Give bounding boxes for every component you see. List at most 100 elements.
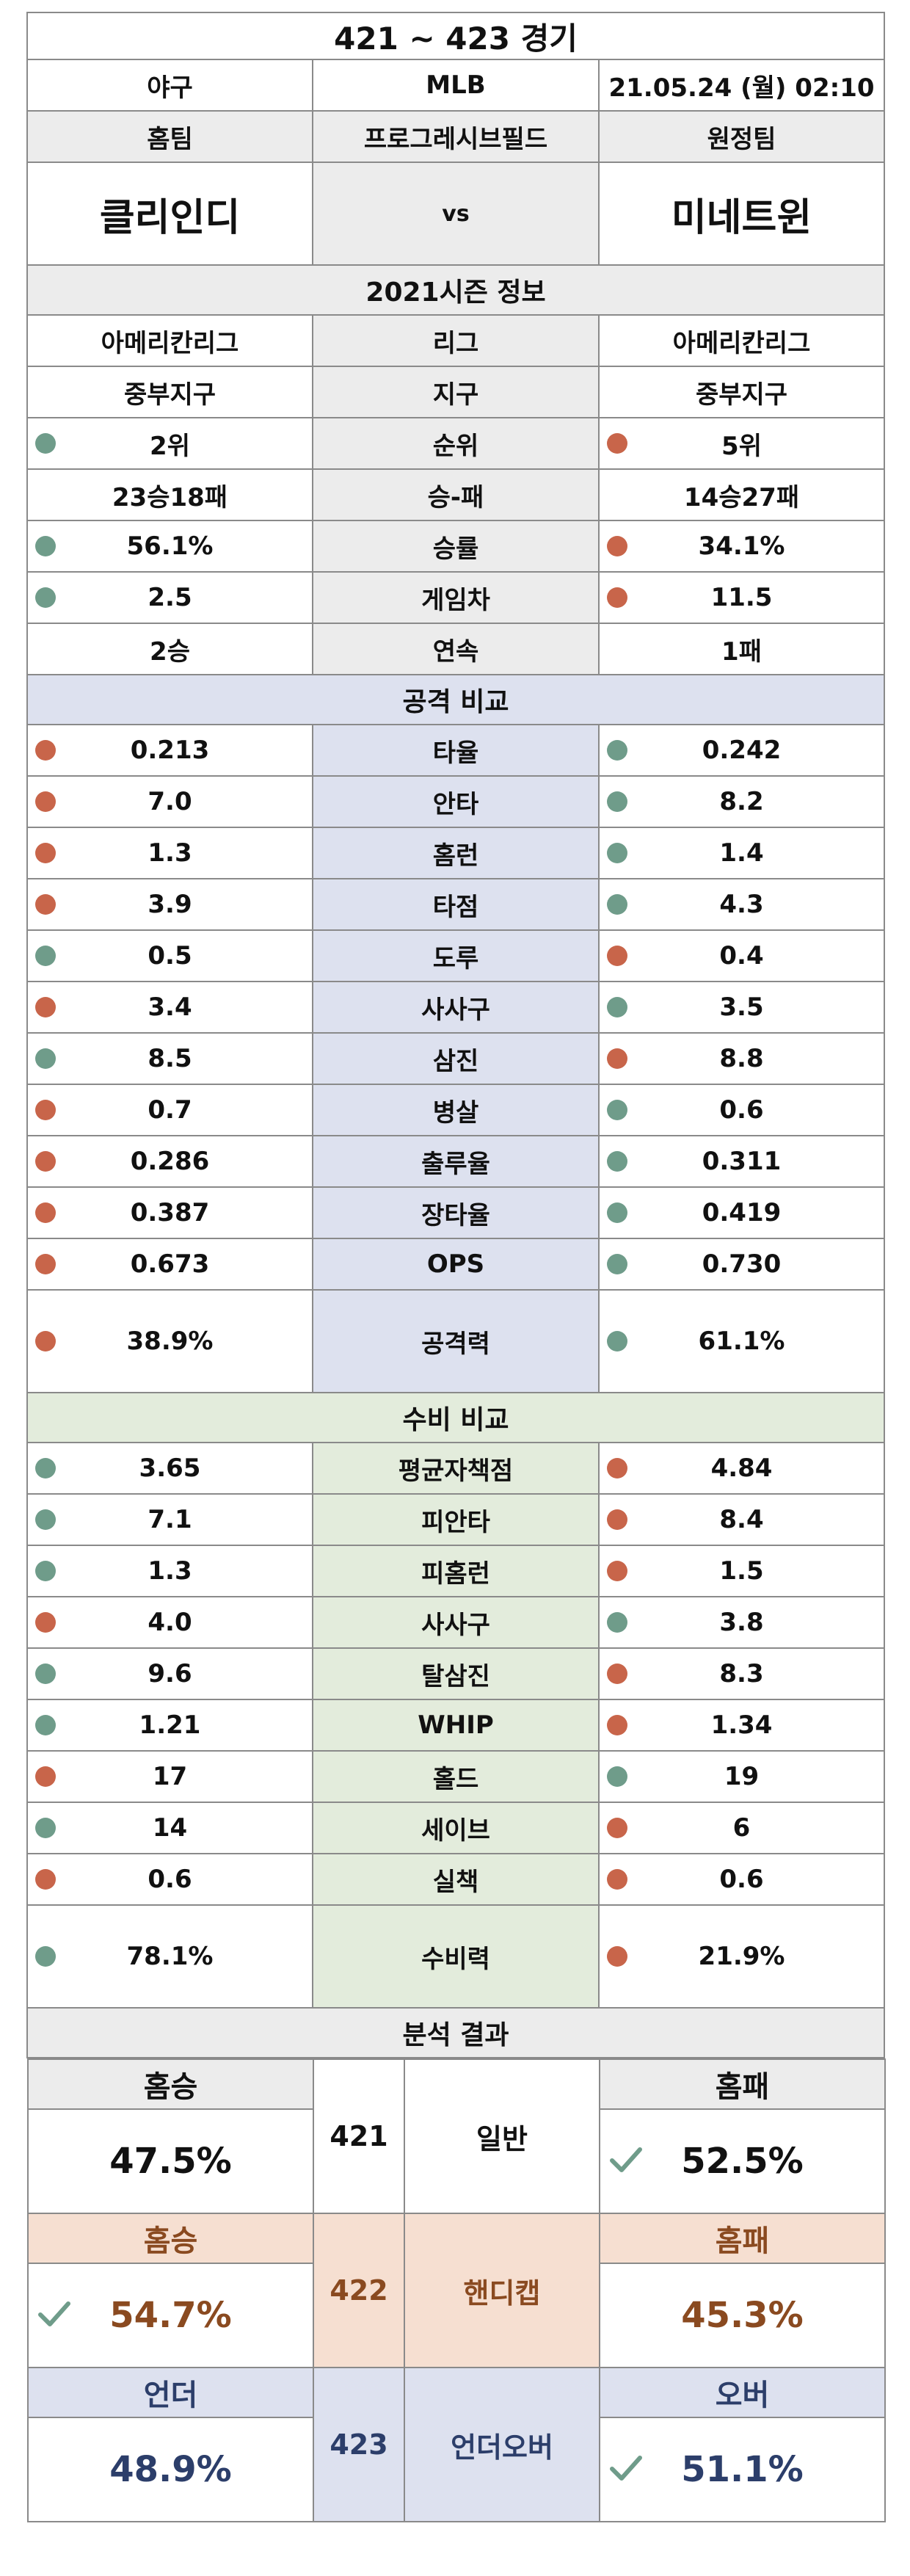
attack-section-title: 공격 비교 xyxy=(26,674,886,725)
away-stat-value: 34.1% xyxy=(698,531,785,561)
home-stat: 2위 xyxy=(26,417,313,470)
red-dot-icon xyxy=(35,997,56,1017)
red-dot-icon xyxy=(607,1663,627,1684)
away-stat: 4.3 xyxy=(597,878,886,931)
stat-label-text: 장타율 xyxy=(421,1200,490,1230)
home-stat: 3.4 xyxy=(26,981,313,1034)
home-stat-value: 23승18패 xyxy=(112,482,228,512)
home-stat-value: 0.387 xyxy=(130,1198,210,1227)
away-stat-value: 0.419 xyxy=(702,1198,782,1227)
stat-label: 게임차 xyxy=(312,571,600,624)
home-stat-value: 3.9 xyxy=(148,890,192,919)
left-value-text: 48.9% xyxy=(109,2449,232,2490)
green-dot-icon xyxy=(607,1202,627,1223)
away-stat-value: 0.242 xyxy=(702,736,782,765)
stat-label: WHIP xyxy=(312,1699,600,1752)
away-stat: 3.5 xyxy=(597,981,886,1034)
stat-label-text: 리그 xyxy=(432,328,479,358)
home-stat-value: 2.5 xyxy=(148,583,192,612)
stat-label: 승률 xyxy=(312,520,600,573)
stat-row: 0.6 실책 0.6 xyxy=(26,1853,886,1906)
stat-row: 8.5 삼진 8.8 xyxy=(26,1032,886,1085)
home-stat: 7.1 xyxy=(26,1493,313,1546)
away-stat-value: 0.6 xyxy=(719,1095,764,1125)
away-stat: 5위 xyxy=(597,417,886,470)
stat-row: 14 세이브 6 xyxy=(26,1802,886,1854)
red-dot-icon xyxy=(35,1869,56,1890)
stat-label: 탈삼진 xyxy=(312,1647,600,1700)
away-label: 원정팀 xyxy=(597,110,886,163)
vs-label: vs xyxy=(312,162,600,266)
home-stat-value: 7.1 xyxy=(148,1505,192,1534)
right-value-text: 52.5% xyxy=(681,2141,804,2182)
home-stat: 38.9% xyxy=(26,1289,313,1393)
analysis-block: 홈승 421 일반 홈패 47.5% 52.5% 홈승 422 핸디캡 홈패 54.7% 45.3% 언… xyxy=(27,2058,886,2522)
stat-row: 4.0 사사구 3.8 xyxy=(26,1596,886,1649)
home-stat: 0.213 xyxy=(26,724,313,777)
home-stat: 23승18패 xyxy=(26,468,313,521)
red-dot-icon xyxy=(607,1509,627,1530)
game-id: 421 xyxy=(313,2058,405,2214)
stat-row: 2위 순위 5위 xyxy=(26,417,886,470)
away-stat: 1.4 xyxy=(597,827,886,879)
checkmark-icon xyxy=(610,2147,642,2172)
away-stat: 0.6 xyxy=(597,1084,886,1136)
away-stat-value: 3.8 xyxy=(719,1608,764,1637)
green-dot-icon xyxy=(607,843,627,863)
away-stat: 8.2 xyxy=(597,775,886,828)
stat-row: 중부지구 지구 중부지구 xyxy=(26,366,886,418)
stat-label: 연속 xyxy=(312,623,600,675)
stat-row: 1.3 홈런 1.4 xyxy=(26,827,886,879)
stat-label: 피홈런 xyxy=(312,1545,600,1597)
left-value-text: 47.5% xyxy=(109,2141,232,2182)
stat-label-text: 사사구 xyxy=(421,1610,490,1640)
away-stat: 0.6 xyxy=(597,1853,886,1906)
red-dot-icon xyxy=(35,1766,56,1787)
stat-row: 7.0 안타 8.2 xyxy=(26,775,886,828)
left-label: 홈승 xyxy=(27,2213,314,2264)
stat-label-text: 실책 xyxy=(432,1867,479,1897)
home-stat-value: 9.6 xyxy=(148,1659,192,1688)
match-table: 421 ~ 423 경기 야구 MLB 21.05.24 (월) 02:10 홈… xyxy=(26,12,886,2522)
stat-label: 타점 xyxy=(312,878,600,931)
stat-label-text: 승률 xyxy=(432,534,479,564)
stat-label: 리그 xyxy=(312,314,600,367)
stadium-cell: 프로그레시브필드 xyxy=(312,110,600,163)
checkmark-icon xyxy=(610,2456,642,2481)
stat-label-text: 사사구 xyxy=(421,995,490,1025)
away-stat: 14승27패 xyxy=(597,468,886,521)
away-stat: 8.8 xyxy=(597,1032,886,1085)
home-stat: 0.387 xyxy=(26,1186,313,1239)
green-dot-icon xyxy=(35,433,56,454)
stat-label: 타율 xyxy=(312,724,600,777)
stat-row: 3.4 사사구 3.5 xyxy=(26,981,886,1034)
away-stat: 0.419 xyxy=(597,1186,886,1239)
right-value: 52.5% xyxy=(599,2108,886,2214)
away-stat-value: 8.2 xyxy=(719,787,764,816)
away-stat-value: 중부지구 xyxy=(695,380,788,410)
red-dot-icon xyxy=(607,587,627,608)
stat-label-text: OPS xyxy=(426,1249,485,1279)
datetime-cell: 21.05.24 (월) 02:10 xyxy=(597,59,886,112)
home-stat-value: 7.0 xyxy=(148,787,192,816)
away-stat-value: 1.4 xyxy=(719,838,764,868)
home-stat: 9.6 xyxy=(26,1647,313,1700)
home-stat-value: 2위 xyxy=(150,431,190,461)
stat-label: 홈런 xyxy=(312,827,600,879)
green-dot-icon xyxy=(607,997,627,1017)
stat-row: 3.9 타점 4.3 xyxy=(26,878,886,931)
stat-label-text: WHIP xyxy=(418,1710,494,1740)
away-stat-value: 61.1% xyxy=(698,1327,785,1356)
green-dot-icon xyxy=(35,946,56,966)
home-stat-value: 0.6 xyxy=(148,1865,192,1894)
left-value-text: 54.7% xyxy=(109,2295,232,2336)
stat-label: 안타 xyxy=(312,775,600,828)
green-dot-icon xyxy=(35,1561,56,1581)
home-stat-value: 중부지구 xyxy=(123,380,216,410)
home-stat-value: 0.5 xyxy=(148,941,192,970)
home-label: 홈팀 xyxy=(26,110,313,163)
home-stat: 2.5 xyxy=(26,571,313,624)
home-stat: 0.5 xyxy=(26,929,313,982)
home-stat: 1.3 xyxy=(26,1545,313,1597)
away-stat-value: 0.311 xyxy=(702,1147,782,1176)
